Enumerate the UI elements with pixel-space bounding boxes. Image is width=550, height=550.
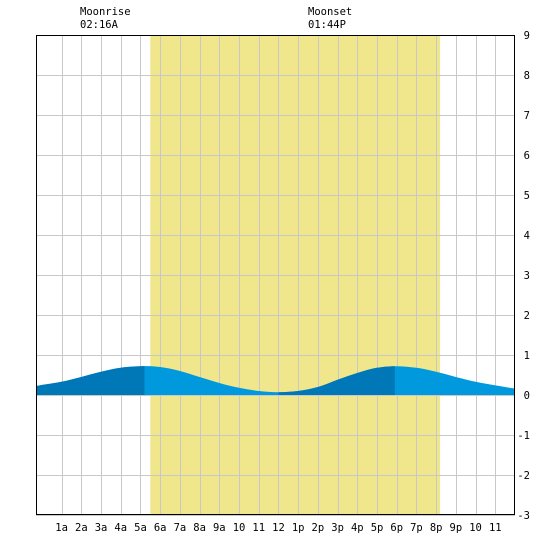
moonrise-label: Moonrise <box>80 6 131 18</box>
y-tick-label: 8 <box>524 70 530 82</box>
x-tick-label: 7a <box>174 522 187 534</box>
y-tick-label: 3 <box>524 270 530 282</box>
x-tick-label: 9a <box>213 522 226 534</box>
x-tick-label: 5p <box>371 522 384 534</box>
y-tick-label: 1 <box>524 350 530 362</box>
y-tick-label: 2 <box>524 310 530 322</box>
x-tick-label: 11 <box>489 522 502 534</box>
x-tick-label: 8p <box>430 522 443 534</box>
x-tick-label: 3a <box>95 522 108 534</box>
x-tick-label: 9p <box>450 522 463 534</box>
moonset-time: 01:44P <box>308 19 346 31</box>
x-tick-label: 12 <box>272 522 285 534</box>
y-tick-label: 9 <box>524 30 530 42</box>
plot-frame <box>36 35 515 515</box>
y-tick-label: 5 <box>524 190 530 202</box>
y-tick-label: 6 <box>524 150 530 162</box>
x-tick-label: 10 <box>469 522 482 534</box>
y-axis-ticks: 9 8 7 6 5 4 3 2 1 0 -1 -2 -3 <box>517 30 530 522</box>
x-axis-ticks: 1a 2a 3a 4a 5a 6a 7a 8a 9a 10 11 12 1p 2p 3p 4p 5p 6p 7p 8p… <box>55 522 501 534</box>
y-tick-label: -3 <box>517 510 530 522</box>
x-tick-label: 3p <box>331 522 344 534</box>
moonset-label: Moonset <box>308 6 352 18</box>
x-tick-label: 6a <box>154 522 167 534</box>
x-tick-label: 4p <box>351 522 364 534</box>
y-tick-label: 0 <box>524 390 530 402</box>
y-tick-label: -1 <box>517 430 530 442</box>
x-tick-label: 1p <box>292 522 305 534</box>
x-tick-label: 10 <box>233 522 246 534</box>
x-tick-label: 5a <box>134 522 147 534</box>
x-tick-label: 8a <box>193 522 206 534</box>
x-tick-label: 2p <box>312 522 325 534</box>
x-tick-label: 1a <box>55 522 68 534</box>
grid-lines <box>36 35 515 516</box>
y-tick-label: 4 <box>524 230 530 242</box>
y-tick-label: 7 <box>524 110 530 122</box>
moonrise-time: 02:16A <box>80 19 119 31</box>
y-tick-label: -2 <box>517 470 530 482</box>
x-tick-label: 7p <box>410 522 423 534</box>
x-tick-label: 11 <box>252 522 265 534</box>
x-tick-label: 2a <box>75 522 88 534</box>
x-tick-label: 4a <box>114 522 127 534</box>
x-tick-label: 6p <box>390 522 403 534</box>
